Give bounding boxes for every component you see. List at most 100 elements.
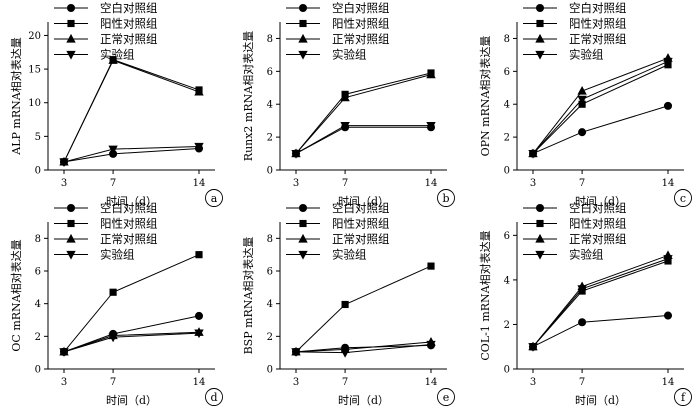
- data-point-3-2: [194, 142, 204, 152]
- legend-label: 实验组: [100, 248, 135, 262]
- legend-label: 空白对照组: [332, 1, 390, 15]
- legend-label: 实验组: [569, 248, 604, 262]
- y-tick-label: 6: [504, 67, 510, 78]
- legend-marker: [299, 219, 307, 228]
- legend-marker: [66, 33, 76, 43]
- legend-label: 正常对照组: [100, 232, 158, 246]
- legend-label: 空白对照组: [100, 1, 158, 15]
- legend-marker: [66, 203, 76, 213]
- data-point-1-2: [427, 262, 435, 270]
- x-tick-label: 14: [425, 178, 438, 189]
- legend-marker: [298, 3, 308, 13]
- data-point-3-2: [426, 340, 436, 350]
- x-tick-label: 3: [293, 178, 299, 189]
- legend-marker: [535, 33, 545, 43]
- data-point-1-1: [109, 288, 117, 296]
- y-tick-label: 2: [504, 320, 510, 331]
- data-point-3-1: [108, 145, 118, 155]
- y-tick-label: 2: [267, 332, 273, 343]
- data-point-2-2: [426, 69, 436, 79]
- legend-label: 实验组: [332, 248, 367, 262]
- legend-marker: [298, 233, 308, 243]
- panel-tag-label: b: [442, 192, 449, 205]
- y-tick-label: 0: [504, 166, 510, 177]
- legend-marker: [66, 50, 76, 60]
- x-tick-label: 7: [579, 377, 585, 388]
- y-tick-label: 2: [267, 133, 273, 144]
- data-point-3-1: [340, 349, 350, 358]
- y-axis-title: Runx2 mRNA相对表达量: [241, 31, 255, 161]
- panel-tag-circle: [437, 189, 455, 207]
- series-line-1: [295, 265, 432, 353]
- x-tick-label: 14: [662, 178, 675, 189]
- legend-marker: [535, 233, 545, 243]
- y-tick-label: 0: [267, 166, 273, 177]
- legend-label: 实验组: [569, 48, 604, 62]
- legend-marker: [536, 19, 544, 28]
- y-tick-label: 4: [267, 100, 273, 111]
- panel-tag-circle: [205, 388, 223, 406]
- legend-marker: [66, 250, 76, 260]
- data-point-1-2: [195, 251, 203, 259]
- panel-tag-label: f: [681, 391, 686, 404]
- series-line-1: [532, 260, 669, 348]
- y-tick-label: 0: [267, 365, 273, 376]
- series-line-2: [532, 254, 669, 348]
- y-tick-label: 10: [28, 98, 41, 109]
- y-tick-label: 20: [28, 31, 41, 42]
- y-tick-label: 4: [35, 299, 41, 310]
- data-point-0-1: [578, 318, 587, 327]
- legend-label: 阳性对照组: [100, 217, 158, 231]
- legend-label: 空白对照组: [569, 1, 627, 15]
- x-tick-label: 3: [61, 377, 67, 388]
- y-tick-label: 5: [35, 132, 41, 143]
- y-tick-label: 0: [35, 166, 41, 177]
- y-tick-label: 6: [504, 231, 510, 242]
- series-line-0: [532, 315, 669, 348]
- y-axis-title: OC mRNA相对表达量: [9, 239, 23, 351]
- y-tick-label: 0: [35, 365, 41, 376]
- panel-tag-label: a: [211, 192, 218, 205]
- legend-marker: [536, 219, 544, 228]
- data-point-0-2: [663, 101, 673, 110]
- y-tick-label: 8: [504, 34, 510, 45]
- x-tick-label: 7: [342, 377, 348, 388]
- chart-panel-c: 0 2 4 6 8 3 7 14 时间（d） OPN mRNA相对表达量 c 空白对照组阳性对照组正常…: [478, 1, 692, 208]
- x-tick-label: 3: [530, 178, 536, 189]
- y-tick-label: 8: [267, 234, 273, 245]
- x-axis-title: 时间（d）: [338, 195, 389, 208]
- legend-marker: [66, 3, 76, 13]
- series-line-2: [63, 331, 200, 353]
- legend-marker: [299, 19, 307, 28]
- panel-tag-circle: [205, 189, 223, 207]
- data-point-3-1: [577, 285, 587, 294]
- data-point-3-2: [663, 255, 673, 264]
- legend-label: 阳性对照组: [100, 17, 158, 31]
- x-tick-label: 14: [425, 377, 438, 388]
- legend-marker: [298, 33, 308, 43]
- y-tick-label: 4: [504, 275, 510, 286]
- legend-label: 正常对照组: [569, 32, 627, 46]
- data-point-3-0: [291, 348, 301, 357]
- data-point-2-1: [577, 85, 587, 95]
- legend-marker: [67, 19, 75, 28]
- data-point-2-1: [340, 92, 350, 102]
- legend-label: 实验组: [100, 48, 135, 62]
- legend-label: 空白对照组: [100, 201, 158, 215]
- data-point-3-1: [577, 95, 587, 105]
- legend-label: 正常对照组: [100, 32, 158, 46]
- series-line-0: [63, 147, 200, 163]
- legend-marker: [298, 250, 308, 260]
- data-point-0-2: [663, 311, 673, 320]
- data-point-3-0: [528, 343, 538, 352]
- x-tick-label: 14: [193, 178, 206, 189]
- y-tick-label: 6: [35, 267, 41, 278]
- series-line-1: [63, 254, 200, 353]
- legend-marker: [67, 219, 75, 228]
- y-tick-label: 0: [504, 365, 510, 376]
- chart-panel-e: 0 2 4 6 8 3 7 14 时间（d） BSP mRNA相对表达量 e 空白对照组阳性对照组正常…: [241, 201, 455, 407]
- panel-tag-label: c: [680, 192, 686, 205]
- x-tick-label: 7: [110, 178, 116, 189]
- x-tick-label: 14: [193, 377, 206, 388]
